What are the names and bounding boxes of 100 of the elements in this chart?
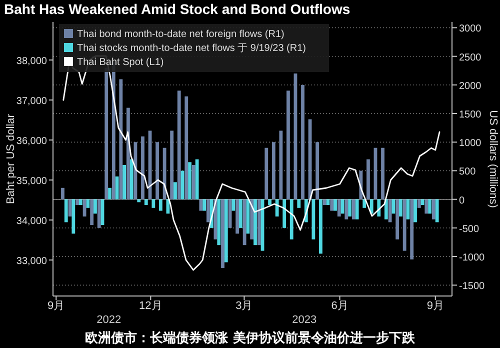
bar (170, 130, 174, 200)
bar (414, 199, 417, 222)
bar (366, 159, 370, 200)
bar (122, 165, 126, 200)
bar (257, 199, 261, 246)
bar (352, 199, 356, 220)
bar (192, 165, 196, 200)
bar (64, 199, 68, 222)
bar (399, 199, 402, 216)
bar (392, 199, 396, 214)
bar (410, 199, 414, 260)
legend-label: Thai stocks month-to-date net flows 于 9/19/23 (R1) (77, 43, 306, 54)
bar (162, 148, 166, 200)
bar (82, 199, 86, 216)
bar (370, 199, 374, 214)
y2-tick-label: 0 (459, 195, 465, 206)
bar (330, 199, 334, 211)
y2-tick-label: -500 (459, 224, 480, 235)
y2-axis-title: US dollars (millions) (487, 110, 499, 208)
bar (424, 199, 428, 214)
bar (76, 199, 79, 206)
bar (90, 199, 94, 226)
x-tick-label: 9月 (426, 300, 444, 312)
chart-title: Baht Has Weakened Amid Stock and Bond Outflows (4, 1, 350, 17)
bar (184, 96, 188, 200)
x-tick-label: 3月 (236, 300, 253, 312)
bar (61, 188, 64, 200)
bar (344, 199, 348, 220)
bar (334, 199, 337, 211)
series-label: Thai Baht Spot (L1) (77, 57, 164, 68)
bar (94, 199, 97, 214)
bar (279, 130, 283, 200)
bar (141, 136, 144, 200)
bar (188, 162, 192, 200)
bar (221, 199, 224, 268)
y2-tick-label: 2500 (459, 52, 482, 64)
y2-tick-label: 2000 (459, 80, 482, 92)
legend-label: Thai bond month-to-date net foreign flows (R1) (77, 29, 284, 40)
bar (217, 199, 221, 246)
bar (362, 199, 366, 208)
bar (348, 199, 352, 216)
bar (282, 199, 286, 228)
bar (254, 199, 257, 246)
bar (337, 199, 341, 216)
bar (316, 142, 319, 200)
bar (72, 199, 76, 234)
bar (286, 90, 290, 200)
bar (396, 199, 400, 240)
bar (78, 199, 82, 206)
y-tick-label: 33,000 (16, 256, 48, 267)
bar (312, 199, 316, 240)
x-tick-label: 6月 (331, 300, 348, 312)
y-tick-label: 37,000 (16, 96, 48, 107)
bar (268, 199, 272, 206)
y2-tick-label: 1500 (459, 110, 482, 121)
bar (381, 148, 384, 200)
bar (206, 199, 210, 222)
bar (272, 142, 276, 200)
bar (250, 199, 254, 240)
text: 2022 (96, 314, 122, 326)
bar (130, 159, 134, 200)
bar (355, 199, 359, 220)
y-tick-label: 35,000 (16, 176, 48, 187)
bar (264, 148, 268, 200)
bar (97, 199, 101, 228)
y2-tick-label: 500 (459, 166, 476, 178)
bar (290, 199, 294, 240)
bar (435, 199, 439, 222)
bar (202, 199, 206, 211)
bar (152, 199, 156, 208)
bar (384, 199, 388, 220)
bar (238, 199, 242, 228)
bar (108, 188, 112, 200)
bar (322, 199, 326, 206)
bar (297, 199, 301, 208)
text: 欧洲债市：长端债券领涨 美伊协议前景令油价进一步下跌 (85, 330, 416, 346)
bar (174, 182, 177, 200)
y-tick-label: 34,000 (16, 216, 48, 227)
bar (417, 199, 421, 208)
bar (242, 199, 246, 246)
bar (224, 199, 228, 262)
bar (195, 159, 199, 200)
bar (236, 199, 239, 234)
bar (275, 199, 279, 216)
bar (232, 199, 236, 211)
bar (199, 199, 203, 211)
x-tick-label: 12月 (139, 300, 162, 312)
bar (144, 199, 148, 206)
bar (177, 90, 181, 200)
bar (158, 199, 162, 211)
y2-tick-label: -1000 (459, 252, 486, 264)
bar (137, 199, 141, 202)
y-axis-title: Baht per US dollar (5, 114, 17, 204)
bar (156, 142, 159, 200)
bar (432, 199, 436, 220)
x-tick-label: 9月 (48, 300, 65, 312)
y2-tick-label: -1500 (459, 281, 486, 292)
y2-tick-label: 3000 (459, 24, 482, 35)
bar (119, 79, 123, 200)
bar (319, 199, 322, 254)
